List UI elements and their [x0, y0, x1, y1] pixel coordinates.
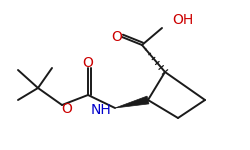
Text: O: O: [62, 102, 72, 116]
Text: O: O: [112, 30, 122, 44]
Text: OH: OH: [172, 13, 194, 27]
Text: NH: NH: [90, 103, 111, 117]
Polygon shape: [115, 96, 149, 108]
Text: O: O: [82, 56, 94, 70]
